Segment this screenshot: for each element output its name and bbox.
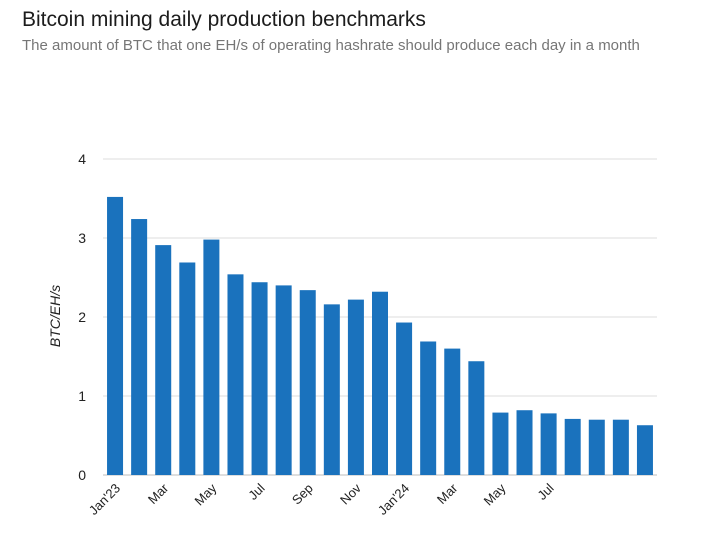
bar — [179, 262, 196, 475]
bar — [492, 412, 509, 475]
bar — [251, 282, 268, 475]
bar — [636, 425, 653, 475]
chart-title: Bitcoin mining daily production benchmar… — [22, 8, 426, 31]
y-axis-label: BTC/EH/s — [47, 285, 63, 347]
y-tick-label: 2 — [78, 309, 86, 325]
bar — [564, 418, 581, 475]
bar — [347, 299, 364, 475]
y-axis-ticks: 0 1 2 3 4 — [78, 151, 86, 483]
bar — [275, 285, 292, 475]
bar — [540, 413, 557, 475]
bar — [420, 341, 437, 475]
x-tick-label: Nov — [337, 480, 364, 507]
bar — [612, 419, 629, 475]
bars — [107, 196, 653, 476]
chart-subtitle: The amount of BTC that one EH/s of opera… — [22, 37, 640, 54]
x-tick-label: Sep — [289, 481, 316, 508]
x-tick-label: Jan'23 — [86, 481, 123, 518]
x-tick-label: Jul — [245, 480, 267, 502]
bar — [107, 196, 124, 476]
bar — [588, 419, 605, 475]
bar — [203, 239, 220, 475]
x-tick-label: Jan'24 — [375, 481, 412, 518]
bar — [227, 274, 244, 475]
bar — [516, 410, 533, 475]
bar — [444, 348, 461, 475]
y-tick-label: 3 — [78, 230, 86, 246]
bar — [155, 245, 172, 475]
y-tick-label: 0 — [78, 467, 86, 483]
x-tick-label: Mar — [434, 480, 461, 507]
x-tick-label: Mar — [145, 480, 172, 507]
x-tick-label: May — [481, 480, 509, 508]
bar — [396, 322, 413, 475]
x-tick-label: Jul — [534, 480, 556, 502]
x-axis-ticks: Jan'23 Mar May Jul Sep Nov Jan'24 Mar May Jul — [86, 480, 557, 518]
y-tick-label: 1 — [78, 388, 86, 404]
bar — [323, 304, 340, 475]
bar — [299, 290, 316, 475]
bar — [468, 361, 485, 475]
bar — [131, 219, 148, 475]
bar — [372, 291, 388, 475]
x-tick-label: May — [192, 480, 220, 508]
y-tick-label: 4 — [78, 151, 86, 167]
